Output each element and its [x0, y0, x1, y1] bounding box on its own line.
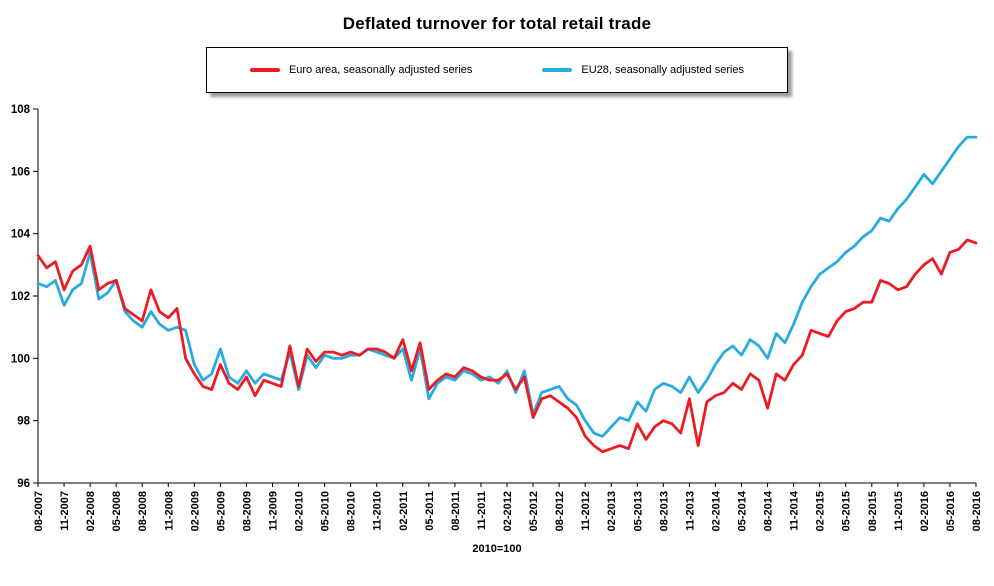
- x-tick-label: 02-2014: [710, 490, 722, 531]
- x-tick-label: 11-2012: [580, 491, 592, 531]
- legend-swatch-eu28: [542, 68, 573, 72]
- x-tick-label: 11-2014: [789, 490, 801, 531]
- chart-footnote: 2010=100: [472, 543, 522, 555]
- x-tick-label: 05-2008: [111, 491, 123, 531]
- x-tick-label: 11-2015: [893, 491, 905, 531]
- x-tick-label: 02-2009: [189, 491, 201, 531]
- legend-label-eu28: EU28, seasonally adjusted series: [581, 64, 745, 76]
- x-tick-label: 08-2011: [450, 491, 462, 531]
- x-tick-label: 08-2012: [554, 491, 566, 531]
- x-tick-label: 02-2016: [919, 491, 931, 531]
- y-tick-label: 102: [11, 291, 30, 303]
- x-tick-label: 08-2016: [971, 491, 983, 531]
- legend-swatch-euro-area: [249, 68, 280, 72]
- x-tick-label: 11-2009: [268, 491, 280, 531]
- x-tick-label: 05-2012: [528, 491, 540, 531]
- axes: [37, 109, 976, 484]
- x-tick-label: 05-2010: [320, 491, 332, 531]
- x-tick-label: 11-2008: [163, 491, 175, 531]
- x-tick-label: 05-2014: [737, 490, 749, 531]
- x-tick-label: 05-2011: [424, 491, 436, 531]
- x-axis-ticks: 08-2007 11-2007 02-2008 05-2008 08-2008 11-20…: [33, 483, 983, 531]
- x-tick-label: 11-2007: [59, 491, 71, 531]
- x-tick-label: 05-2016: [945, 491, 957, 531]
- x-tick-label: 02-2011: [398, 491, 410, 531]
- x-tick-label: 02-2008: [85, 491, 97, 531]
- x-tick-label: 08-2015: [867, 491, 879, 531]
- x-tick-label: 08-2014: [763, 490, 775, 531]
- legend-box: Euro area, seasonally adjusted series EU…: [206, 47, 788, 93]
- legend-item: Euro area, seasonally adjusted series: [249, 64, 473, 76]
- line-chart: 96 98 100 102 104 106 108 08-2007 11-2007 02-2008…: [11, 104, 983, 531]
- x-tick-label: 02-2015: [815, 491, 827, 531]
- y-tick-label: 98: [17, 416, 30, 428]
- x-tick-label: 11-2010: [372, 491, 384, 531]
- series-line-0: [36, 238, 978, 454]
- x-tick-label: 02-2012: [502, 491, 514, 531]
- y-axis-ticks: 96 98 100 102 104 106 108: [11, 104, 38, 490]
- y-tick-label: 108: [11, 104, 31, 116]
- y-tick-label: 104: [11, 229, 31, 241]
- y-tick-label: 100: [11, 353, 30, 365]
- x-tick-label: 02-2013: [606, 491, 618, 531]
- x-tick-label: 08-2008: [137, 491, 149, 531]
- x-tick-label: 05-2009: [215, 491, 227, 531]
- x-tick-label: 05-2015: [841, 491, 853, 531]
- legend-label-euro-area: Euro area, seasonally adjusted series: [288, 64, 473, 76]
- series-line-1: [36, 135, 978, 438]
- legend-container: Euro area, seasonally adjusted series EU…: [0, 47, 994, 93]
- x-tick-label: 05-2013: [632, 491, 644, 531]
- x-tick-label: 02-2010: [294, 491, 306, 531]
- y-tick-label: 96: [17, 478, 30, 490]
- x-tick-label: 08-2010: [346, 491, 358, 531]
- x-tick-label: 08-2013: [658, 491, 670, 531]
- legend-item: EU28, seasonally adjusted series: [542, 64, 744, 76]
- x-tick-label: 11-2011: [476, 491, 488, 530]
- chart-title: Deflated turnover for total retail trade: [342, 14, 652, 33]
- y-tick-label: 106: [11, 166, 30, 178]
- x-tick-label: 11-2013: [684, 491, 696, 531]
- x-tick-label: 08-2009: [241, 491, 253, 531]
- x-tick-label: 08-2007: [33, 491, 45, 531]
